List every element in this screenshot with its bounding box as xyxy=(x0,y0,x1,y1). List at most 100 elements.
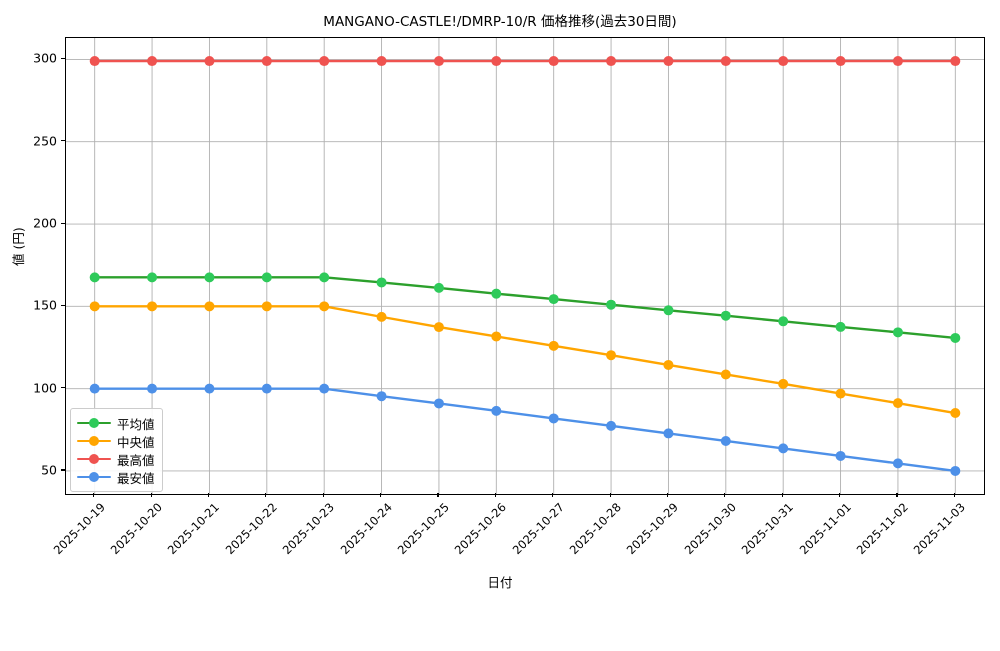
data-point xyxy=(204,301,215,312)
data-point xyxy=(835,321,846,332)
data-point xyxy=(606,56,617,67)
x-tick-mark xyxy=(781,493,783,497)
x-tick-mark xyxy=(552,493,554,497)
legend-label: 平均値 xyxy=(117,416,155,432)
data-point xyxy=(261,301,272,312)
data-point xyxy=(835,388,846,399)
x-tick-mark xyxy=(150,493,152,497)
data-point xyxy=(720,310,731,321)
data-point xyxy=(548,56,559,67)
data-point xyxy=(548,294,559,305)
plot-area xyxy=(65,37,985,495)
data-point xyxy=(663,359,674,370)
y-tick-label: 50 xyxy=(41,462,57,478)
data-point xyxy=(433,398,444,409)
legend-item-3[interactable]: 最高値 xyxy=(77,450,155,468)
data-point xyxy=(720,369,731,380)
y-tick-mark xyxy=(61,222,65,224)
data-point xyxy=(147,301,158,312)
data-point xyxy=(433,56,444,67)
data-point xyxy=(319,56,330,67)
y-tick-label: 100 xyxy=(33,380,57,396)
data-point xyxy=(491,331,502,342)
x-tick-mark xyxy=(437,493,439,497)
data-point xyxy=(950,56,961,67)
data-point xyxy=(491,405,502,416)
x-tick-mark xyxy=(207,493,210,497)
data-point xyxy=(950,332,961,343)
data-point xyxy=(720,435,731,446)
data-point xyxy=(835,56,846,67)
x-tick-mark xyxy=(322,493,324,497)
data-point xyxy=(892,458,903,469)
data-point xyxy=(147,383,158,394)
data-point xyxy=(778,56,789,67)
data-point xyxy=(433,322,444,333)
data-point xyxy=(376,311,387,322)
data-point xyxy=(778,378,789,389)
y-tick-label: 300 xyxy=(33,50,57,66)
data-point xyxy=(89,56,100,67)
data-point xyxy=(835,450,846,461)
data-point xyxy=(261,56,272,67)
legend-swatch-icon xyxy=(77,452,111,466)
data-point xyxy=(433,282,444,293)
data-point xyxy=(319,383,330,394)
data-point xyxy=(950,465,961,476)
gridlines xyxy=(66,38,984,494)
x-tick-mark xyxy=(896,493,898,497)
data-point xyxy=(892,56,903,67)
x-tick-mark xyxy=(609,493,611,497)
data-point xyxy=(261,383,272,394)
series-markers xyxy=(89,56,961,476)
data-point xyxy=(663,56,674,67)
series-line-4 xyxy=(93,387,957,473)
data-point xyxy=(491,56,502,67)
x-axis-label: 日付 xyxy=(487,575,513,590)
legend-item-1[interactable]: 平均値 xyxy=(77,414,155,432)
x-tick-mark xyxy=(724,493,726,497)
legend-swatch-icon xyxy=(77,416,111,430)
data-point xyxy=(778,443,789,454)
data-point xyxy=(892,327,903,338)
series-line-1 xyxy=(93,276,957,340)
data-point xyxy=(606,420,617,431)
chart-figure: MANGANO-CASTLE!/DMRP-10/R 価格推移(過去30日間) 値… xyxy=(11,14,985,590)
data-point xyxy=(204,56,215,67)
y-tick-mark xyxy=(61,304,65,306)
y-tick-label: 200 xyxy=(33,215,57,231)
x-tick-mark xyxy=(953,493,955,497)
legend-item-4[interactable]: 最安値 xyxy=(77,468,155,486)
legend-label: 中央値 xyxy=(117,434,155,450)
x-tick-mark xyxy=(380,493,382,497)
y-tick-mark xyxy=(61,140,65,142)
data-point xyxy=(606,350,617,361)
data-point xyxy=(261,272,272,283)
y-tick-mark xyxy=(61,387,65,389)
y-tick-mark xyxy=(61,469,65,471)
data-point xyxy=(147,56,158,67)
y-tick-label: 250 xyxy=(33,133,57,149)
legend-item-2[interactable]: 中央値 xyxy=(77,432,155,450)
data-point xyxy=(319,272,330,283)
data-point xyxy=(663,305,674,316)
legend-label: 最高値 xyxy=(117,452,155,468)
data-point xyxy=(720,56,731,67)
y-axis-label: 値 (円) xyxy=(11,227,26,266)
data-point xyxy=(319,301,330,312)
data-point xyxy=(663,428,674,439)
series-line-2 xyxy=(93,305,957,415)
legend-swatch-icon xyxy=(77,434,111,448)
chart-title: MANGANO-CASTLE!/DMRP-10/R 価格推移(過去30日間) xyxy=(323,14,677,30)
x-tick-mark xyxy=(265,493,267,497)
data-point xyxy=(89,272,100,283)
data-point xyxy=(147,272,158,283)
data-point xyxy=(89,301,100,312)
data-point xyxy=(204,383,215,394)
data-point xyxy=(89,383,100,394)
x-tick-mark xyxy=(839,493,841,497)
legend-swatch-icon xyxy=(77,470,111,484)
data-point xyxy=(548,413,559,424)
data-point xyxy=(376,391,387,402)
data-point xyxy=(204,272,215,283)
